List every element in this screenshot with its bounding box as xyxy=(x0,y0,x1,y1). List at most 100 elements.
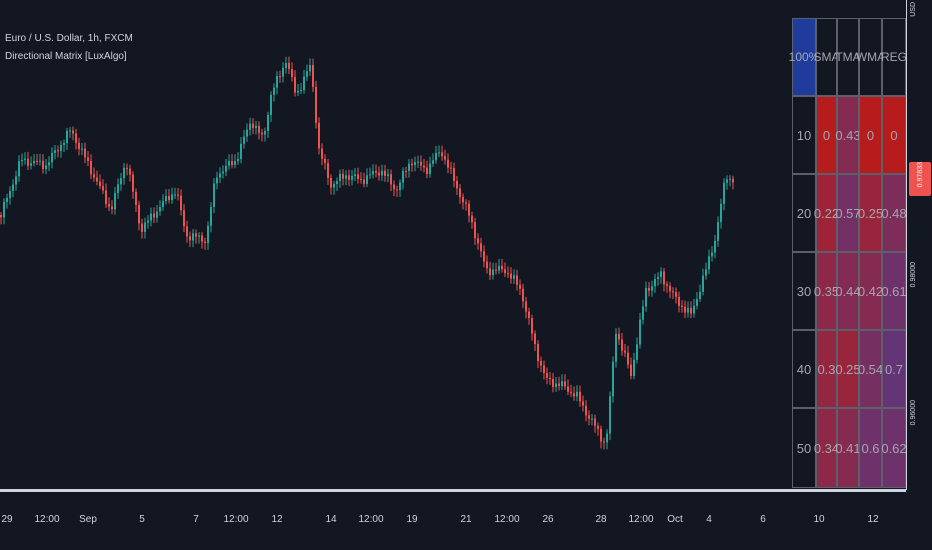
candle-body xyxy=(462,197,464,203)
candle-body xyxy=(396,189,398,191)
candle-body xyxy=(219,173,221,178)
candle-body xyxy=(147,220,149,223)
time-tick: 12:00 xyxy=(494,514,520,525)
candle-body xyxy=(507,273,509,275)
candle-body xyxy=(153,213,155,218)
candle-body xyxy=(270,94,272,115)
candle-body xyxy=(312,65,314,87)
candle-body xyxy=(426,167,428,175)
candle-body xyxy=(648,287,650,291)
candle-body xyxy=(63,143,65,145)
candle-body xyxy=(450,167,452,169)
matrix-row-header: 50 xyxy=(792,408,816,488)
candle-body xyxy=(435,152,437,161)
candle-body xyxy=(36,160,38,162)
candle-body xyxy=(177,194,179,196)
candle-body xyxy=(69,130,71,132)
candle-body xyxy=(585,405,587,416)
candle-body xyxy=(603,441,605,443)
time-tick: 26 xyxy=(542,514,554,525)
candle-body xyxy=(423,165,425,168)
candle-body xyxy=(306,71,308,77)
time-tick: 4 xyxy=(706,514,712,525)
candle-body xyxy=(498,265,500,271)
candle-body xyxy=(720,203,722,223)
matrix-value-cell: 0.43 xyxy=(835,96,861,174)
candle-body xyxy=(597,425,599,429)
candle-body xyxy=(402,170,404,183)
matrix-value-cell: 0.61 xyxy=(881,252,907,330)
symbol-title[interactable]: Euro / U.S. Dollar, 1h, FXCM xyxy=(5,33,133,44)
candle-body xyxy=(351,175,353,180)
time-tick: 7 xyxy=(193,514,199,525)
price-level-label: 0.98000 xyxy=(910,262,917,288)
candle-body xyxy=(681,305,683,307)
candle-body xyxy=(339,173,341,182)
candle-body xyxy=(165,196,167,202)
time-tick: 12:00 xyxy=(358,514,384,525)
matrix-row-header: 10 xyxy=(792,96,816,174)
time-tick: 29 xyxy=(1,514,13,525)
matrix-value-cell: 0.35 xyxy=(814,252,839,330)
price-scale[interactable]: USD 0.97833 0.98000 0.96000 xyxy=(906,0,932,490)
time-tick: 6 xyxy=(760,514,766,525)
time-tick: Sep xyxy=(79,514,97,525)
time-tick: Oct xyxy=(667,514,683,525)
candle-body xyxy=(168,196,170,201)
candle-body xyxy=(210,206,212,226)
candle-body xyxy=(39,160,41,162)
candle-body xyxy=(72,130,74,134)
time-tick: 21 xyxy=(460,514,472,525)
matrix-corner: 100% xyxy=(789,18,819,96)
candle-body xyxy=(51,152,53,163)
candle-body xyxy=(654,279,656,287)
candle-body xyxy=(675,292,677,297)
candle-body xyxy=(117,184,119,194)
candle-body xyxy=(645,287,647,307)
candle-body xyxy=(375,171,377,173)
candle-body xyxy=(90,160,92,175)
candle-body xyxy=(522,288,524,302)
candle-body xyxy=(432,160,434,164)
candle-body xyxy=(267,114,269,132)
time-axis[interactable]: 29 12:00 Sep 5 7 12:00 12 14 12:00 19 21 12:00 26 28 1… xyxy=(0,489,906,550)
candle-body xyxy=(255,125,257,129)
candle-body xyxy=(9,190,11,198)
candle-body xyxy=(384,170,386,176)
candle-body xyxy=(123,167,125,179)
candle-body xyxy=(489,268,491,276)
candle-body xyxy=(261,132,263,135)
candle-body xyxy=(696,298,698,306)
candle-body xyxy=(21,159,23,162)
candle-body xyxy=(366,175,368,184)
candle-body xyxy=(459,188,461,198)
matrix-value-cell: 0.41 xyxy=(835,408,861,488)
candle-body xyxy=(303,76,305,90)
candlestick-series xyxy=(0,56,734,450)
candle-body xyxy=(477,238,479,244)
candle-body xyxy=(552,379,554,387)
chart-area[interactable]: Euro / U.S. Dollar, 1h, FXCM Directional… xyxy=(0,0,907,490)
candle-body xyxy=(126,167,128,169)
candle-body xyxy=(318,122,320,149)
candle-body xyxy=(612,361,614,397)
candle-body xyxy=(294,77,296,93)
candle-body xyxy=(357,174,359,179)
candle-body xyxy=(636,344,638,360)
candle-body xyxy=(381,170,383,176)
candle-body xyxy=(201,235,203,242)
candle-body xyxy=(663,271,665,285)
candle-body xyxy=(189,236,191,241)
candle-body xyxy=(438,152,440,154)
candle-body xyxy=(180,195,182,211)
candle-body xyxy=(363,179,365,184)
time-tick: 19 xyxy=(406,514,418,525)
candle-body xyxy=(204,241,206,244)
candle-body xyxy=(405,170,407,172)
matrix-value-cell: 0.42 xyxy=(858,252,883,330)
candle-body xyxy=(246,129,248,137)
indicator-title[interactable]: Directional Matrix [LuxAlgo] xyxy=(5,51,127,62)
matrix-value-cell: 0.57 xyxy=(835,174,861,252)
candle-body xyxy=(171,194,173,201)
candle-body xyxy=(252,123,254,129)
